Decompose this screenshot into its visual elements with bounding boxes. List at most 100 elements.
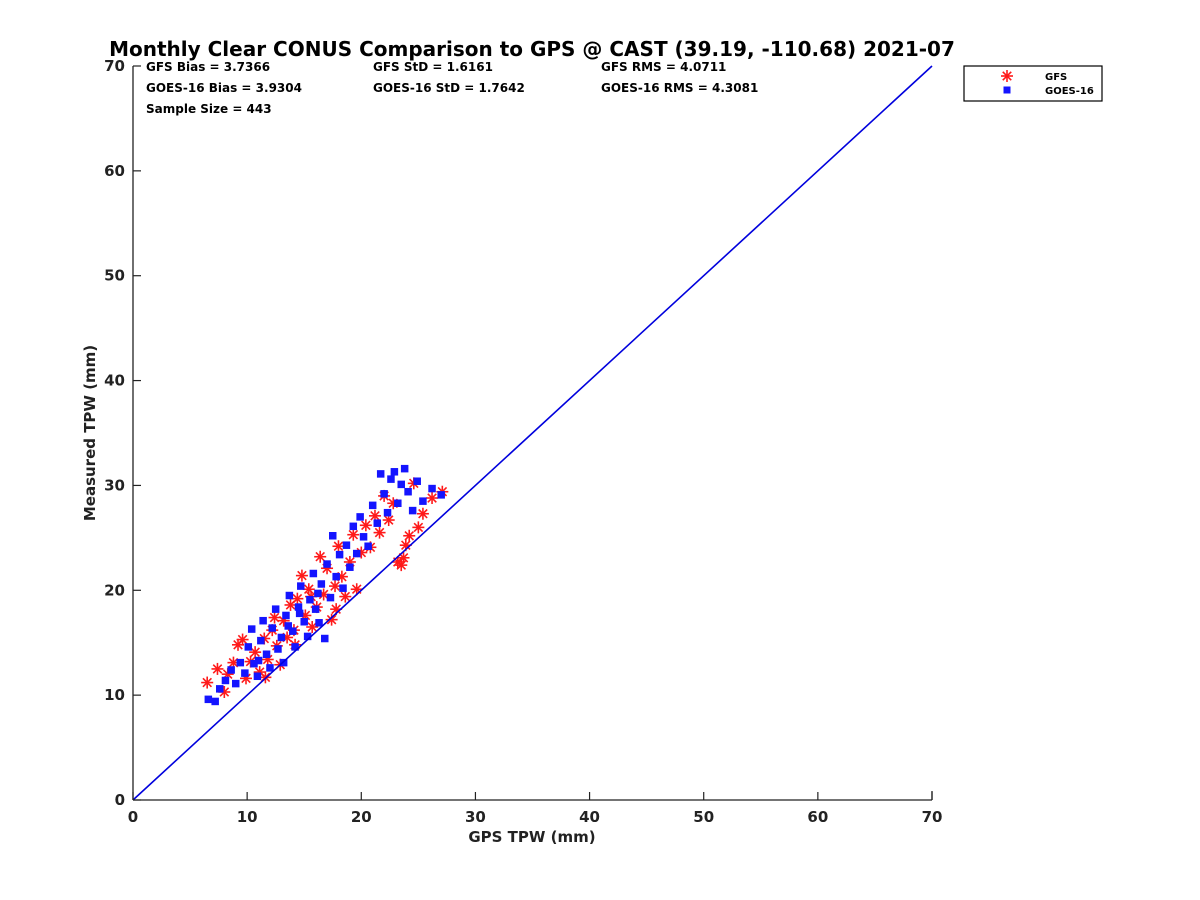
- asterisk-stroke: [404, 530, 415, 541]
- goes-16-point: [332, 572, 340, 581]
- asterisk-stroke: [418, 508, 428, 519]
- gfs-point: [268, 611, 281, 624]
- asterisk-stroke: [228, 657, 239, 668]
- gfs-point: [291, 592, 304, 605]
- gfs-point: [314, 550, 327, 563]
- goes-16-point: [294, 603, 303, 611]
- goes-std-text: GOES-16 StD = 1.7642: [373, 81, 525, 95]
- asterisk-stroke: [250, 647, 260, 657]
- goes-16-point: [271, 605, 280, 613]
- gfs-point: [339, 590, 352, 603]
- goes-16-point: [368, 501, 377, 510]
- asterisk-stroke: [262, 654, 273, 665]
- asterisk-stroke: [333, 541, 344, 552]
- goes-16-point: [277, 633, 286, 642]
- gfs-point: [347, 528, 360, 541]
- asterisk-stroke: [202, 677, 213, 688]
- x-tick-label: 60: [807, 808, 828, 826]
- asterisk-stroke: [330, 581, 340, 591]
- gfs-point: [397, 551, 410, 564]
- goes-16-point: [321, 634, 329, 643]
- gfs-std-text: GFS StD = 1.6161: [373, 60, 493, 74]
- x-axis-label: GPS TPW (mm): [468, 828, 595, 846]
- y-axis-label: Measured TPW (mm): [81, 345, 99, 521]
- goes-16-point: [390, 468, 399, 476]
- gfs-point: [201, 676, 214, 689]
- y-tick-label: 70: [104, 57, 125, 75]
- gfs-point: [211, 662, 224, 675]
- y-tick-label: 0: [115, 791, 125, 809]
- goes-16-point: [356, 513, 364, 521]
- gfs-point: [359, 519, 372, 532]
- goes-16-point: [342, 541, 351, 549]
- goes-16-point: [250, 659, 258, 668]
- goes-16-point: [309, 569, 318, 578]
- goes-16-point: [259, 616, 267, 625]
- legend-goes-square: [1003, 86, 1011, 94]
- legend-box: [963, 65, 1103, 102]
- asterisk-stroke: [303, 584, 314, 595]
- asterisk-stroke: [331, 604, 341, 614]
- y-tick-label: 50: [104, 267, 125, 285]
- asterisk-stroke: [307, 622, 318, 632]
- goes-16-point: [413, 477, 421, 485]
- asterisk-stroke: [1002, 71, 1012, 81]
- goes-16-point: [394, 499, 402, 508]
- gfs-point: [236, 633, 249, 646]
- goes-16-point: [364, 542, 372, 550]
- goes-16-point: [284, 622, 292, 630]
- goes-16-point: [297, 582, 305, 590]
- goes-16-point: [373, 519, 382, 527]
- asterisk-stroke: [237, 634, 248, 645]
- sample-size-text: Sample Size = 443: [146, 102, 272, 116]
- asterisk-stroke: [361, 520, 371, 531]
- goes-16-point: [317, 580, 326, 588]
- gfs-point: [325, 613, 338, 626]
- goes-16-point: [359, 533, 368, 541]
- goes-16-point: [335, 550, 344, 559]
- gfs-point: [332, 540, 345, 553]
- goes-16-point: [285, 591, 294, 600]
- legend: GFS GOES-16: [963, 65, 1103, 102]
- y-tick-label: 10: [104, 686, 125, 704]
- asterisk-stroke: [212, 664, 223, 674]
- gfs-point: [373, 526, 386, 539]
- asterisk-stroke: [427, 493, 437, 503]
- one-to-one-reference-line: [132, 65, 933, 801]
- asterisk-stroke: [370, 511, 380, 521]
- asterisk-stroke: [219, 687, 230, 697]
- plot-marks: [132, 65, 933, 801]
- asterisk-stroke: [292, 593, 303, 604]
- y-axis-ticks: 0 10 20 30 40 50 60 70: [104, 57, 141, 809]
- gfs-point: [368, 509, 381, 522]
- goes-16-point: [266, 664, 274, 672]
- gfs-point: [329, 580, 342, 593]
- gfs-point: [412, 521, 425, 534]
- goes-16-point: [274, 645, 282, 653]
- goes-rms-text: GOES-16 RMS = 4.3081: [601, 81, 758, 95]
- goes-16-point: [311, 605, 320, 613]
- asterisk-stroke: [340, 591, 351, 602]
- x-tick-label: 30: [465, 808, 486, 826]
- legend-goes-marker: [1003, 86, 1011, 94]
- goes-16-point: [376, 470, 385, 478]
- goes-16-point: [241, 669, 249, 677]
- y-tick-label: 60: [104, 162, 125, 180]
- goes-16-point: [315, 619, 323, 627]
- goes-16-point: [262, 650, 271, 658]
- asterisk-stroke: [413, 522, 424, 533]
- asterisk-stroke: [318, 589, 329, 600]
- goes-16-point: [247, 625, 256, 633]
- asterisk-stroke: [315, 551, 326, 562]
- gfs-point: [249, 646, 262, 659]
- goes-16-point: [227, 666, 235, 674]
- goes-16-point: [408, 506, 417, 515]
- goes-16-point: [204, 695, 213, 704]
- goes-16-point: [303, 632, 312, 641]
- x-axis-ticks: 0 10 20 30 40 50 60 70: [128, 792, 942, 826]
- goes-16-point: [323, 560, 331, 568]
- goes-bias-text: GOES-16 Bias = 3.9304: [146, 81, 302, 95]
- gfs-point: [295, 569, 308, 582]
